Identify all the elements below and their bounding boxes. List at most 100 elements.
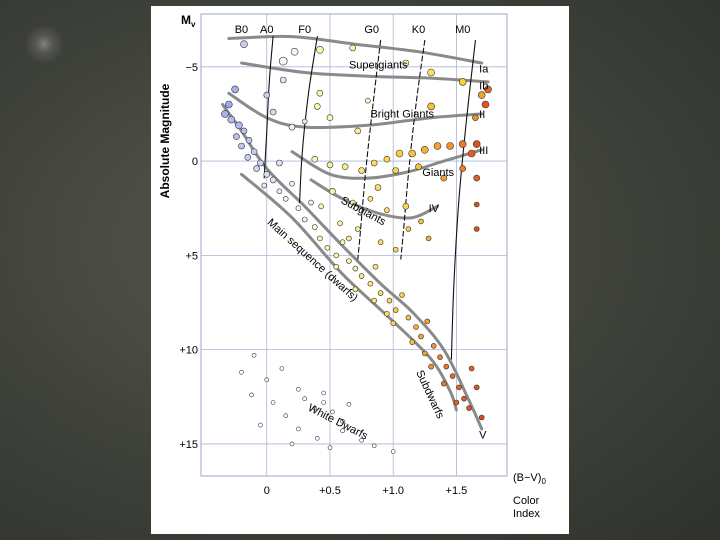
star-point (276, 159, 283, 167)
star-point (296, 386, 301, 392)
star-point (433, 142, 442, 150)
star-point (269, 108, 277, 116)
star-point (415, 163, 422, 170)
star-point (377, 239, 384, 245)
star-point (395, 149, 404, 158)
star-point (341, 163, 349, 170)
star-point (392, 167, 399, 174)
region-label: Giants (422, 167, 454, 179)
star-point (461, 395, 467, 402)
star-point (428, 363, 434, 370)
spectral-class-label: G0 (364, 24, 379, 36)
star-point (473, 201, 480, 208)
star-point (355, 226, 361, 232)
star-point (424, 318, 431, 325)
star-point (231, 85, 239, 94)
star-point (427, 68, 435, 77)
star-point (318, 203, 324, 210)
spectral-class-label: A0 (260, 24, 273, 36)
star-point (263, 171, 271, 178)
star-point (301, 216, 308, 223)
star-point (264, 377, 270, 383)
y-axis-title: Absolute Magnitude (158, 83, 172, 198)
star-point (327, 445, 333, 451)
star-point (399, 292, 405, 298)
star-point (326, 114, 334, 121)
star-point (324, 245, 331, 251)
star-point (263, 91, 271, 99)
star-point (346, 235, 352, 242)
star-point (408, 149, 417, 158)
star-point (316, 45, 324, 54)
star-point (477, 91, 486, 99)
star-point (329, 188, 336, 195)
star-point (427, 102, 435, 111)
track-subdwarfs (240, 172, 458, 412)
star-point (418, 333, 424, 340)
star-point (301, 118, 308, 125)
star-point (295, 205, 302, 211)
class-boundary-line (400, 39, 426, 260)
star-point (245, 137, 253, 144)
star-point (446, 142, 454, 150)
star-point (390, 449, 396, 454)
luminosity-class-label: IV (429, 203, 440, 215)
star-point (311, 155, 319, 163)
luminosity-class-label: Ib (479, 81, 488, 93)
star-point (340, 418, 345, 424)
x-tick-label: 0 (264, 485, 270, 497)
star-point (289, 441, 295, 447)
star-point (238, 142, 245, 150)
star-point (235, 121, 243, 130)
star-point (244, 154, 252, 161)
x-axis-title-line1: Color (513, 495, 540, 507)
star-point (269, 176, 277, 184)
spectral-class-label: B0 (235, 24, 248, 36)
star-point (386, 297, 393, 304)
star-point (257, 159, 264, 167)
star-point (349, 44, 356, 52)
star-point (473, 174, 481, 182)
star-point (392, 246, 399, 253)
star-point (315, 435, 320, 441)
star-point (367, 196, 374, 202)
star-point (317, 235, 323, 242)
star-point (421, 350, 428, 357)
star-point (458, 78, 467, 86)
star-point (459, 165, 467, 172)
star-point (390, 320, 396, 327)
star-point (437, 354, 443, 361)
star-point (339, 239, 346, 245)
spectral-class-label: F0 (298, 24, 311, 36)
y-tick-label: −5 (185, 62, 198, 74)
star-point (251, 352, 257, 358)
star-point (352, 286, 359, 293)
star-point (321, 400, 326, 405)
y-tick-label: +5 (185, 250, 198, 262)
star-point (472, 114, 479, 121)
region-label: Supergiants (349, 60, 408, 72)
star-point (473, 384, 480, 391)
star-point (316, 89, 324, 97)
region-label: Bright Giants (370, 109, 434, 121)
star-point (359, 437, 364, 443)
star-point (370, 159, 378, 167)
star-point (473, 226, 480, 232)
star-point (372, 263, 379, 270)
spectral-class-label: M0 (455, 24, 470, 36)
star-point (258, 422, 263, 428)
y-tick-label: +15 (179, 439, 198, 451)
luminosity-class-label: II (479, 109, 485, 121)
x-axis-title-line2: Index (513, 508, 540, 520)
star-point (458, 140, 467, 148)
star-point (312, 224, 318, 230)
star-point (354, 127, 362, 135)
star-point (456, 384, 462, 391)
star-point (405, 226, 412, 232)
star-point (484, 85, 492, 94)
star-point (449, 373, 456, 379)
star-point (282, 196, 289, 202)
star-point (270, 400, 276, 405)
star-point (358, 273, 365, 279)
